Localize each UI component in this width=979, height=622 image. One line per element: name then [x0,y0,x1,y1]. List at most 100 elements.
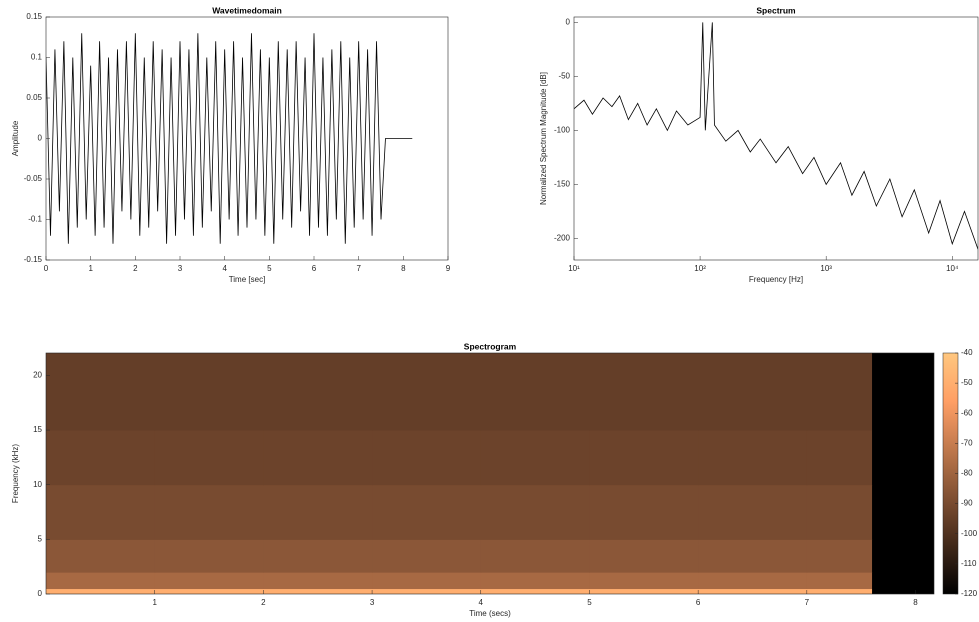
heatmap-cell [154,430,264,486]
heatmap-cell [372,572,482,590]
heatmap-cell [872,539,934,573]
colorbar-tick-label: -70 [961,438,973,447]
x-tick-label: 4 [222,264,227,273]
heatmap-cell [154,484,264,540]
x-tick-label: 6 [696,598,701,607]
x-axis-label: Frequency [Hz] [749,275,803,284]
x-tick-label: 8 [401,264,406,273]
heatmap-cell [806,539,873,573]
heatmap-cell [372,484,482,540]
y-tick-label: 20 [33,371,42,380]
x-tick-label: 6 [312,264,317,273]
x-tick-label: 1 [88,264,93,273]
y-tick-label: -50 [558,72,570,81]
heatmap-cell [46,430,156,486]
heatmap-cell [872,430,934,486]
heatmap-cell [872,588,934,594]
heatmap-cell [372,588,482,594]
chart-title: Spectrum [756,5,796,15]
y-axis-label: Frequency (kHz) [11,444,20,503]
colorbar-tick-label: -90 [961,499,973,508]
heatmap-cell [589,430,699,486]
heatmap-cell [698,484,808,540]
heatmap-cell [872,572,934,590]
heatmap-cell [480,353,590,431]
heatmap-cell [698,572,808,590]
heatmap-cell [698,430,808,486]
colorbar-tick-label: -110 [961,559,977,568]
heatmap-cell [154,353,264,431]
x-tick-label: 9 [446,264,451,273]
y-tick-label: 0.1 [31,53,43,62]
heatmap-cell [480,430,590,486]
heatmap-cell [263,539,373,573]
heatmap-cell [480,572,590,590]
heatmap-cell [589,572,699,590]
heatmap-cell [46,539,156,573]
y-axis-label: Amplitude [11,120,20,156]
heatmap-cell [872,484,934,540]
axes-box [45,352,935,595]
heatmap-cell [46,588,156,594]
x-tick-label: 2 [133,264,138,273]
heatmap-cell [372,539,482,573]
colorbar-tick-label: -50 [961,378,973,387]
y-tick-label: -0.1 [28,215,42,224]
heatmap-cell [698,588,808,594]
heatmap-cell [46,572,156,590]
y-tick-label: 5 [38,534,43,543]
heatmap-cell [806,353,873,431]
y-tick-label: -0.15 [24,255,43,264]
y-tick-label: 0 [38,134,43,143]
heatmap-cell [46,353,156,431]
heatmap-cell [589,353,699,431]
x-tick-label: 7 [356,264,361,273]
y-tick-label: 0.05 [26,93,42,102]
heatmap-cell [806,572,873,590]
x-tick-label: 7 [805,598,810,607]
colorbar-tick-label: -120 [961,589,978,598]
heatmap-cell [480,588,590,594]
heatmap-cell [154,588,264,594]
heatmap-cell [806,588,873,594]
y-tick-label: 0 [38,589,43,598]
y-tick-label: 10 [33,480,42,489]
heatmap-cell [46,484,156,540]
data-line [574,22,978,250]
y-tick-label: 0 [566,18,571,27]
x-tick-label: 10⁴ [946,264,959,273]
x-axis-label: Time [sec] [229,275,266,284]
x-tick-label: 0 [44,264,49,273]
data-line [46,33,413,244]
heatmap-cell [263,430,373,486]
colorbar-tick-label: -40 [961,348,973,357]
heatmap-cell [806,430,873,486]
x-tick-label: 10¹ [568,264,580,273]
x-tick-label: 5 [267,264,272,273]
x-tick-label: 8 [913,598,918,607]
x-tick-label: 5 [587,598,592,607]
heatmap-cell [154,539,264,573]
heatmap-cell [372,430,482,486]
heatmap-cell [263,353,373,431]
colorbar-tick-label: -100 [961,529,978,538]
x-tick-label: 2 [261,598,266,607]
y-axis-label: Normalized Spectrum Magnitude [dB] [539,72,548,205]
chart-title: Spectrogram [464,341,517,351]
heatmap-cell [698,353,808,431]
heatmap-cell [806,484,873,540]
x-tick-label: 10² [694,264,706,273]
heatmap-cell [372,353,482,431]
y-tick-label: -0.05 [24,174,43,183]
heatmap-cell [154,572,264,590]
heatmap-cell [698,539,808,573]
heatmap-cell [263,572,373,590]
chart-title: Wavetimedomain [212,5,282,15]
y-tick-label: -200 [554,234,571,243]
x-tick-label: 3 [370,598,375,607]
heatmap-cell [263,588,373,594]
heatmap-cell [589,539,699,573]
heatmap-cell [480,539,590,573]
